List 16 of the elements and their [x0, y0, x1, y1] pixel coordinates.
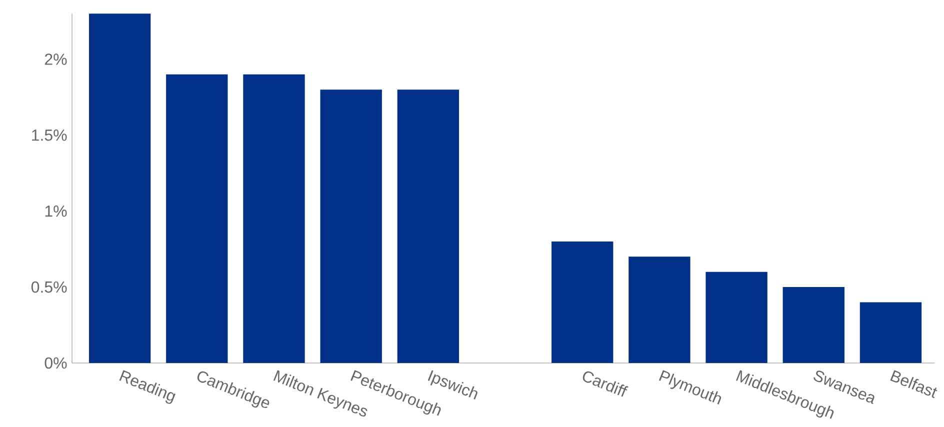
- bar: [782, 287, 844, 363]
- y-tick-label: 2%: [44, 54, 67, 65]
- y-tick-label: 0.5%: [31, 281, 67, 293]
- bar: [397, 90, 460, 363]
- bar: [628, 256, 690, 363]
- bar: [320, 90, 382, 363]
- bar: [166, 74, 228, 363]
- bar: [552, 241, 614, 363]
- bar: [706, 272, 768, 363]
- y-tick-label: 1.5%: [32, 130, 67, 141]
- bar: [860, 302, 922, 363]
- y-tick-label: 1%: [45, 206, 67, 217]
- y-tick-label: 0%: [44, 357, 67, 369]
- bar: [88, 14, 151, 363]
- x-tick-label: Cardiff: [582, 371, 628, 397]
- bar: [243, 74, 305, 363]
